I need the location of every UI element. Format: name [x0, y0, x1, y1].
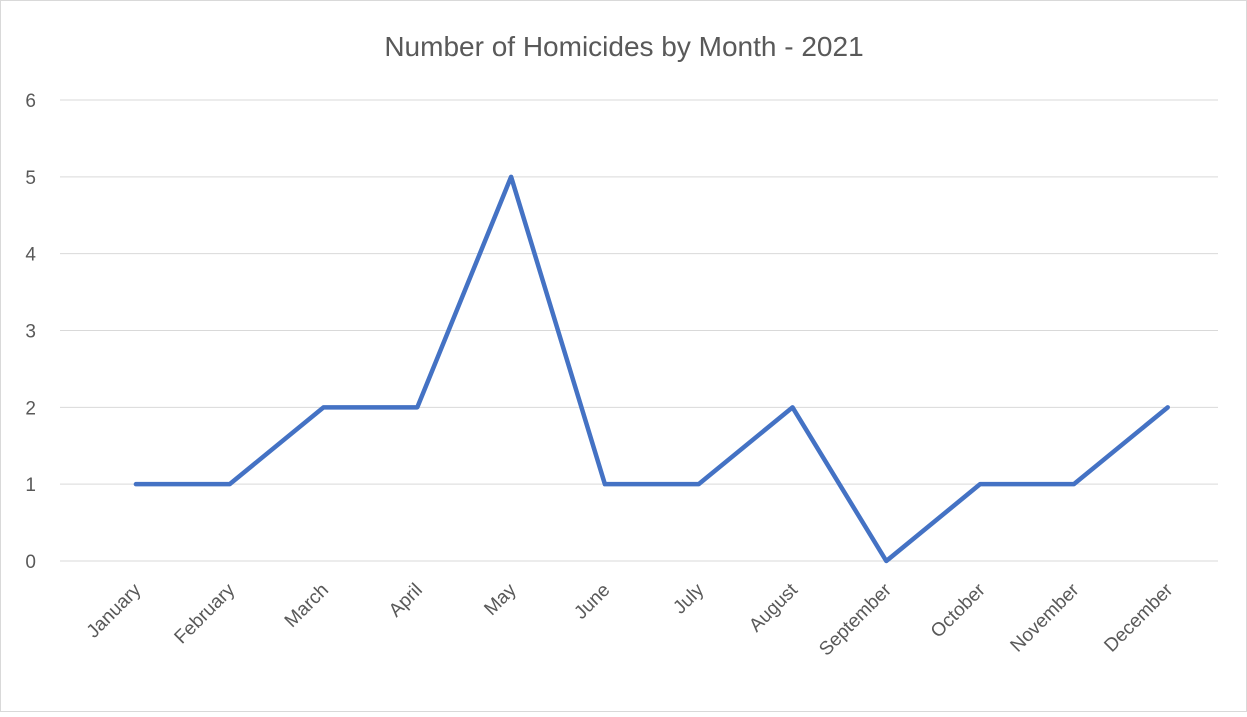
y-tick-label: 2: [25, 398, 36, 419]
y-tick-label: 1: [25, 475, 36, 496]
y-tick-label: 3: [25, 322, 36, 343]
y-tick-label: 5: [25, 168, 36, 189]
y-tick-label: 4: [25, 245, 36, 266]
y-tick-label: 6: [25, 91, 36, 112]
chart-title: Number of Homicides by Month - 2021: [384, 31, 863, 62]
data-line: [133, 174, 1170, 564]
y-tick-label: 0: [25, 552, 36, 573]
